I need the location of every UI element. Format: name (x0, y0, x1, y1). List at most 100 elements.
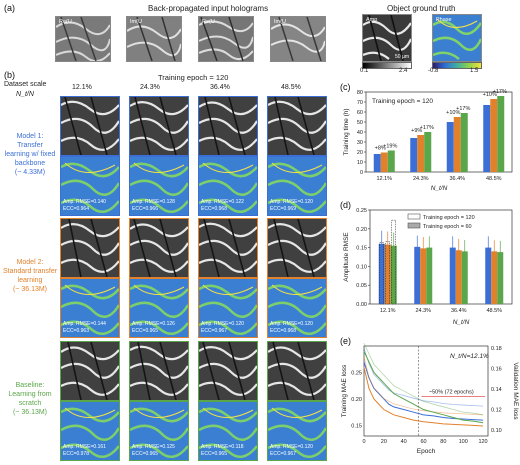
panel-b-epoch-label: Training epoch = 120 (158, 73, 229, 82)
amp-label: Amp (366, 17, 378, 23)
hologram-image-2: Im(U (126, 16, 182, 62)
bar (485, 247, 492, 304)
x-tick-label: 24.3% (413, 176, 429, 182)
metric-ecc: ECC=0.964 (63, 206, 89, 212)
amplitude-rmse-chart: 0.00 0.05 0.10 0.15 0.20 0.25 Amplitude RMSE Tr… (343, 208, 513, 326)
bar (390, 245, 397, 304)
panel-b-letter: (b) (4, 70, 15, 80)
y-tick-label: 20 (357, 150, 363, 156)
metric-rmse: Amp. RMSE=0.126 (132, 321, 175, 327)
reconstructed-phase-image: Amp. RMSE=0.122 ECC=0.968 (198, 156, 258, 216)
plot-frame (369, 209, 513, 305)
metric-ecc: ECC=0.965 (132, 451, 158, 457)
reconstructed-phase-image: Amp. RMSE=0.126 ECC=0.965 (129, 278, 189, 338)
reconstruction-pair: Amp. RMSE=0.120 ECC=0.969 (267, 96, 327, 220)
reconstruction-pair: Amp. RMSE=0.125 ECC=0.965 (129, 341, 189, 465)
model-name-line: Learning from (8, 391, 52, 398)
y2-tick-label: 0.18 (491, 346, 502, 352)
ground-truth-phase-image: Phase (432, 14, 482, 62)
model-name-line: scratch (18, 400, 42, 407)
x-tick-label: 48.5% (486, 176, 502, 182)
bar (497, 252, 504, 304)
y-tick-label: 80 (357, 90, 363, 96)
panel-c-letter: (c) (340, 82, 351, 92)
bar (461, 251, 468, 304)
reconstruction-pair: Amp. RMSE=0.140 ECC=0.964 (60, 96, 120, 220)
reconstructed-phase-image: Amp. RMSE=0.125 ECC=0.965 (129, 401, 189, 461)
reconstructed-amplitude-image (198, 96, 258, 156)
metric-ecc: ECC=0.963 (63, 328, 89, 334)
phase-colorbar-max: 1.5 (470, 68, 479, 74)
validation-line (363, 343, 484, 416)
model-name-line: (~ 4.33M) (14, 168, 46, 176)
x-tick-label: 120 (478, 439, 487, 445)
y2-axis-label: Validation MAE loss (512, 362, 519, 420)
model-name-line: Model 2: (16, 259, 44, 266)
bar (417, 135, 425, 172)
reconstructed-amplitude-image (198, 218, 258, 278)
metric-rmse: Amp. RMSE=0.118 (201, 444, 244, 450)
reconstruction-pair: Amp. RMSE=0.120 ECC=0.967 (267, 341, 327, 465)
metric-ecc: ECC=0.968 (201, 206, 227, 212)
model-name-line: (~ 36.13M) (12, 409, 48, 416)
bar (446, 122, 454, 172)
reconstructed-amplitude-image (60, 96, 120, 156)
y-tick-label: 0.10 (356, 264, 367, 270)
x-axis-label: N_t/N (453, 319, 470, 326)
series-line (363, 367, 484, 427)
hologram-image-4: Im(U (270, 16, 326, 62)
annotation: +10% (483, 92, 497, 98)
bar (387, 150, 395, 172)
hologram-label-2: Im(U (130, 19, 142, 25)
annotation: +10% (446, 110, 460, 116)
y-tick-label: 50 (357, 120, 363, 126)
x-tick-label: 48.5% (486, 308, 502, 314)
mae-loss-chart: 0 20 40 60 80 100 120 0.15 0.20 0.25 0.10 0.12 0.14 0… (341, 343, 519, 455)
series-line (363, 351, 484, 424)
model-name-line: (~ 36.13M) (12, 286, 48, 293)
scale-col-4: 48.5% (281, 84, 301, 91)
y-tick-label: 0.15 (356, 246, 367, 252)
x-tick-label: 40 (401, 439, 407, 445)
reconstruction-pair: Amp. RMSE=0.144 ECC=0.963 (60, 218, 120, 342)
scale-col-3: 36.4% (210, 84, 230, 91)
metric-rmse: Amp. RMSE=0.120 (270, 444, 313, 450)
reconstruction-pair: Amp. RMSE=0.126 ECC=0.965 (129, 218, 189, 342)
annotation: +17% (456, 106, 470, 112)
metric-ecc: ECC=0.966 (132, 206, 158, 212)
x-axis-label: Epoch (417, 448, 436, 455)
bar (414, 246, 421, 304)
bar-epoch60 (385, 241, 390, 305)
x-tick-label: 0 (362, 439, 365, 445)
metric-ecc: ECC=0.965 (132, 328, 158, 334)
scale-col-2: 24.3% (140, 84, 160, 91)
model-name-line: learning (17, 277, 43, 284)
y2-tick-label: 0.10 (491, 428, 502, 434)
reconstruction-pair: Amp. RMSE=0.120 ECC=0.967 (198, 218, 258, 342)
legend-swatch-epoch120 (407, 213, 421, 220)
metric-rmse: Amp. RMSE=0.144 (63, 321, 106, 327)
bar (380, 152, 388, 172)
bar (384, 244, 391, 304)
reconstructed-phase-image: Amp. RMSE=0.161 ECC=0.978 (60, 401, 120, 461)
y-tick-label: 0.25 (356, 208, 367, 214)
chart-title: N_t/N=12.1% (450, 353, 489, 360)
reconstructed-amplitude-image (267, 96, 327, 156)
reconstruction-pair: Amp. RMSE=0.161 ECC=0.978 (60, 341, 120, 465)
panel-a-input-title: Back-propagated input holograms (148, 4, 269, 13)
panel-d-letter: (d) (340, 200, 351, 210)
panel-a-truth-title: Object ground truth (387, 4, 456, 13)
bar (453, 117, 461, 172)
bar-epoch60 (391, 219, 396, 305)
hologram-image-3: Re(U (198, 16, 254, 62)
scale-note: 50 µm (395, 54, 409, 60)
annotation: +19% (383, 144, 397, 150)
reconstruction-pair: Amp. RMSE=0.118 ECC=0.965 (198, 341, 258, 465)
annotation: +17% (420, 125, 434, 131)
validation-line (363, 347, 484, 407)
bar (373, 154, 381, 172)
y-tick-label: 0.20 (356, 227, 367, 233)
reconstructed-phase-image: Amp. RMSE=0.144 ECC=0.963 (60, 278, 120, 338)
x-tick-label: 12.1% (380, 308, 396, 314)
metric-rmse: Amp. RMSE=0.128 (132, 199, 175, 205)
